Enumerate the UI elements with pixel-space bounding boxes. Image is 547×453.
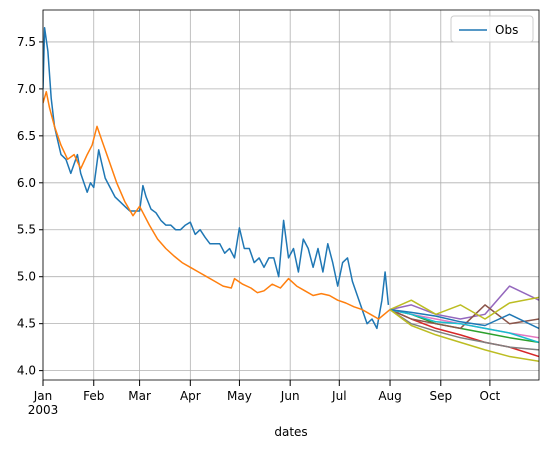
series-line — [389, 304, 539, 330]
series-line — [389, 308, 539, 358]
x-tick-label: Aug — [378, 389, 401, 403]
series-line — [389, 308, 539, 362]
legend-label: Obs — [495, 23, 518, 37]
y-tick-label: 4.5 — [17, 317, 36, 331]
series-line — [389, 308, 539, 351]
series-line — [389, 308, 539, 330]
y-tick-label: 5.0 — [17, 270, 36, 284]
y-tick-label: 5.5 — [17, 223, 36, 237]
x-tick-label: Oct — [480, 389, 501, 403]
x-tick-label: Apr — [180, 389, 201, 403]
series-line — [389, 285, 539, 320]
y-tick-label: 6.5 — [17, 129, 36, 143]
x-tick-label: Sep — [429, 389, 452, 403]
x-tick-label: Feb — [83, 389, 104, 403]
series-line — [389, 296, 539, 320]
y-tick-label: 4.0 — [17, 364, 36, 378]
plot-frame — [42, 9, 540, 381]
x-tick-label: Jul — [331, 389, 346, 403]
x-axis-label: dates — [274, 425, 307, 439]
x-tick-label: Mar — [128, 389, 151, 403]
x-tick-label: Jan 2003 — [28, 389, 59, 417]
y-tick-label: 6.0 — [17, 176, 36, 190]
x-tick-label: Jun — [280, 389, 300, 403]
y-tick-label: 7.5 — [17, 35, 36, 49]
series-line — [43, 27, 390, 330]
x-tick-label: May — [227, 389, 252, 403]
y-tick-label: 7.0 — [17, 82, 36, 96]
series-line — [43, 90, 391, 320]
series-line — [389, 308, 539, 344]
legend-box — [450, 15, 534, 43]
